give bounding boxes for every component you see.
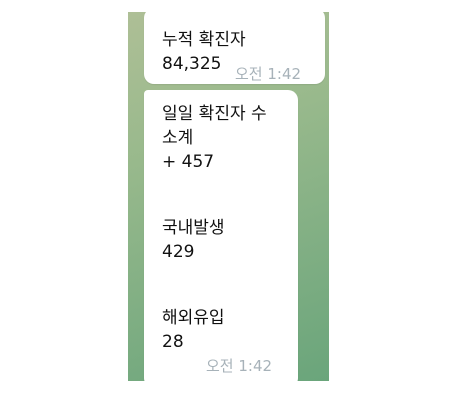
message-text-line: 해외유입 <box>162 308 225 328</box>
message-text-line: 429 <box>162 242 195 262</box>
message-text-line: + 457 <box>162 152 215 172</box>
chat-background: 누적 확진자 84,325 오전 1:42 일일 확진자 수 소계 + 457 … <box>128 12 329 381</box>
message-text-line: 28 <box>162 332 184 352</box>
message-text-line: 국내발생 <box>162 218 225 238</box>
message-text-line: 누적 확진자 <box>162 30 246 50</box>
message-bubble[interactable]: 일일 확진자 수 소계 + 457 국내발생 429 해외유입 28 오전 1:… <box>144 90 298 381</box>
message-blank-space <box>162 174 298 216</box>
message-timestamp: 오전 1:42 <box>206 357 273 375</box>
message-bubble[interactable]: 누적 확진자 84,325 오전 1:42 <box>144 12 325 84</box>
message-text-line: 소계 <box>162 128 194 148</box>
message-text-line: 84,325 <box>162 54 222 74</box>
message-blank-space <box>162 264 298 306</box>
message-timestamp: 오전 1:42 <box>235 65 302 83</box>
message-text-line: 일일 확진자 수 <box>162 104 267 124</box>
